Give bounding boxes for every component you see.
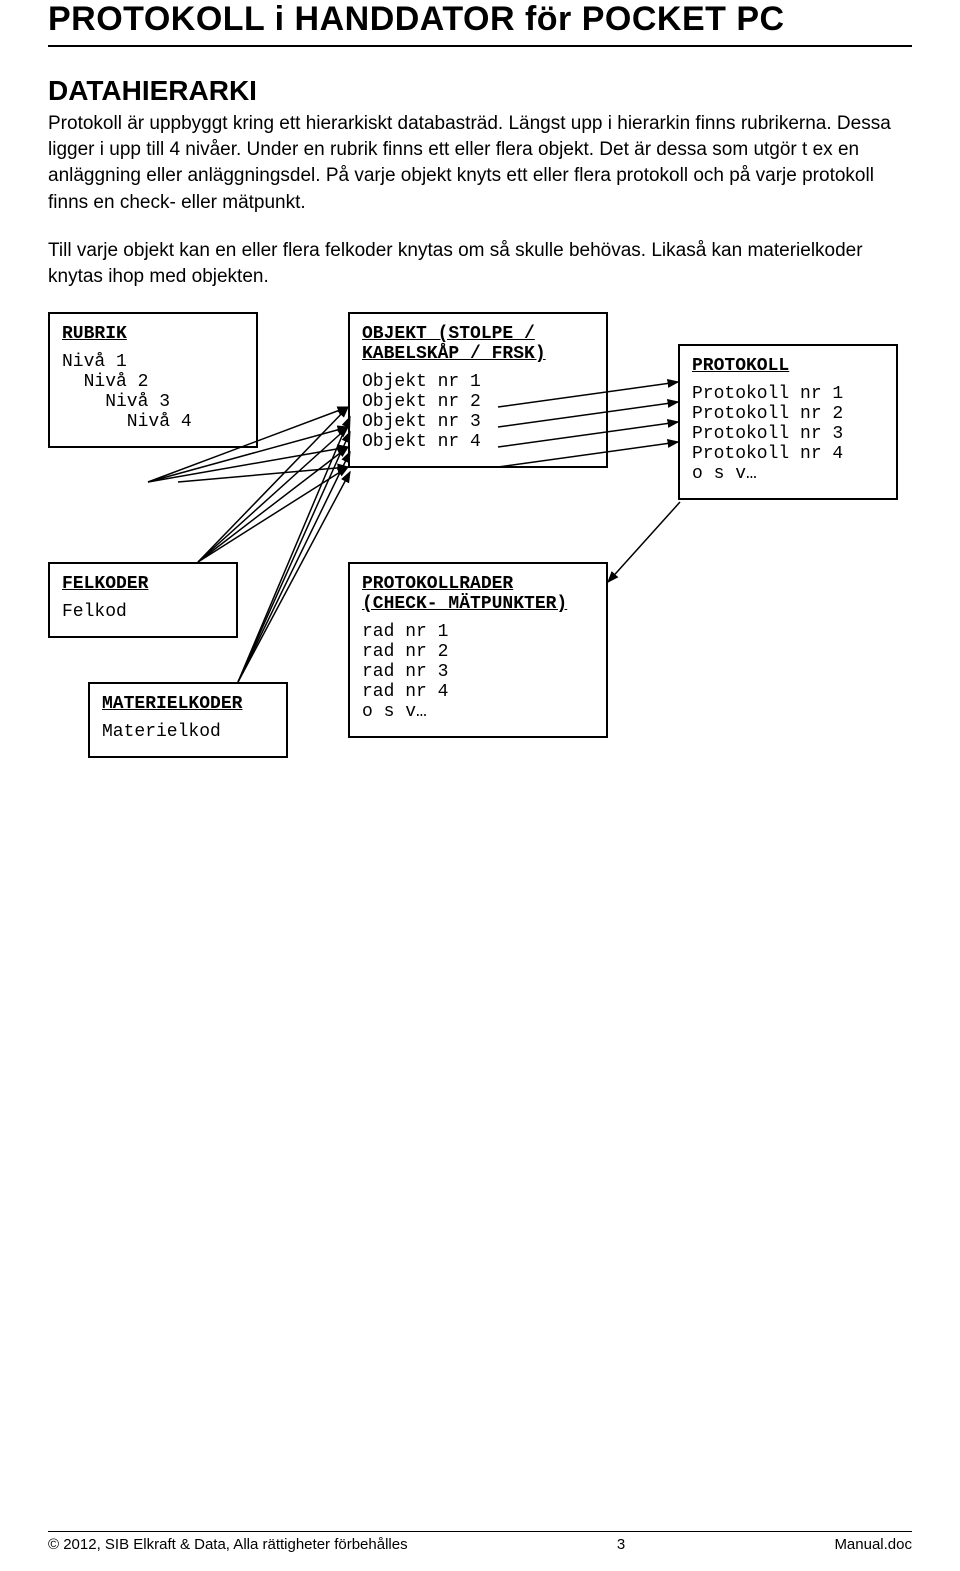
protokollrader-l5: o s v… (362, 702, 594, 722)
box-protokollrader: PROTOKOLLRADER (CHECK- MÄTPUNKTER) rad n… (348, 562, 608, 738)
box-protokollrader-title: PROTOKOLLRADER (CHECK- MÄTPUNKTER) (362, 574, 594, 614)
page-title: PROTOKOLL i HANDDATOR för POCKET PC (48, 0, 912, 39)
footer-docname: Manual.doc (834, 1536, 912, 1553)
materielkoder-l1: Materielkod (102, 722, 274, 742)
box-felkoder-title: FELKODER (62, 574, 224, 594)
objekt-l1: Objekt nr 1 (362, 372, 594, 392)
page-footer: © 2012, SIB Elkraft & Data, Alla rättigh… (48, 1531, 912, 1553)
rubrik-l4: Nivå 4 (62, 412, 244, 432)
box-rubrik-title: RUBRIK (62, 324, 244, 344)
felkoder-l1: Felkod (62, 602, 224, 622)
protokollrader-l2: rad nr 2 (362, 642, 594, 662)
box-rubrik: RUBRIK Nivå 1 Nivå 2 Nivå 3 Nivå 4 (48, 312, 258, 448)
box-materielkoder: MATERIELKODER Materielkod (88, 682, 288, 758)
paragraph-2: Till varje objekt kan en eller flera fel… (48, 238, 912, 290)
box-protokoll: PROTOKOLL Protokoll nr 1 Protokoll nr 2 … (678, 344, 898, 500)
protokollrader-l1: rad nr 1 (362, 622, 594, 642)
title-rule (48, 45, 912, 47)
objekt-l2: Objekt nr 2 (362, 392, 594, 412)
rubrik-l3: Nivå 3 (62, 392, 244, 412)
box-protokoll-title: PROTOKOLL (692, 356, 884, 376)
protokollrader-l4: rad nr 4 (362, 682, 594, 702)
hierarchy-diagram: RUBRIK Nivå 1 Nivå 2 Nivå 3 Nivå 4 FELKO… (48, 312, 912, 872)
box-felkoder: FELKODER Felkod (48, 562, 238, 638)
section-heading: DATAHIERARKI (48, 75, 912, 107)
box-objekt: OBJEKT (STOLPE / KABELSKÅP / FRSK) Objek… (348, 312, 608, 468)
objekt-l4: Objekt nr 4 (362, 432, 594, 452)
rubrik-l2: Nivå 2 (62, 372, 244, 392)
protokoll-l4: Protokoll nr 4 (692, 444, 884, 464)
box-objekt-title: OBJEKT (STOLPE / KABELSKÅP / FRSK) (362, 324, 594, 364)
protokoll-l2: Protokoll nr 2 (692, 404, 884, 424)
protokoll-l1: Protokoll nr 1 (692, 384, 884, 404)
box-materielkoder-title: MATERIELKODER (102, 694, 274, 714)
protokoll-l3: Protokoll nr 3 (692, 424, 884, 444)
protokoll-l5: o s v… (692, 464, 884, 484)
footer-copyright: © 2012, SIB Elkraft & Data, Alla rättigh… (48, 1536, 408, 1553)
objekt-l3: Objekt nr 3 (362, 412, 594, 432)
protokollrader-l3: rad nr 3 (362, 662, 594, 682)
rubrik-l1: Nivå 1 (62, 352, 244, 372)
paragraph-1: Protokoll är uppbyggt kring ett hierarki… (48, 111, 912, 216)
